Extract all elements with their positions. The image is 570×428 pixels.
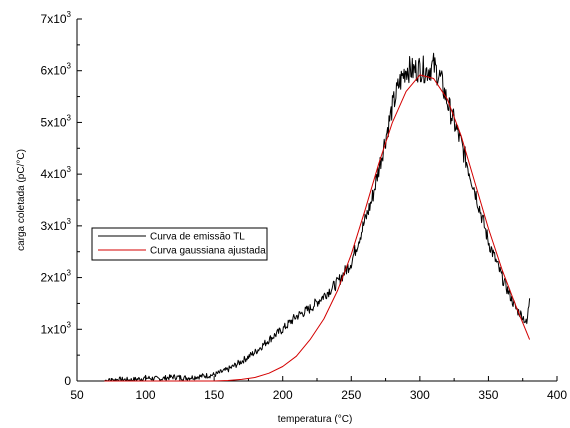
x-tick-label: 300 (410, 388, 430, 402)
y-tick-base: 4x10 (41, 167, 67, 181)
y-tick-base: 0 (64, 374, 71, 388)
y-tick-label: 1x103 (41, 320, 72, 336)
series-line-emission (104, 52, 531, 382)
x-axis-title: temperatura (°C) (278, 414, 353, 425)
x-tick-label: 200 (273, 388, 293, 402)
y-tick-label: 4x103 (41, 165, 72, 181)
y-tick-exponent: 3 (67, 165, 72, 174)
x-ticks: 50 100 150 200 250 300 350 400 (70, 376, 567, 402)
legend-box (91, 227, 268, 261)
x-tick-label: 50 (70, 388, 84, 402)
y-tick-label: 6x103 (41, 62, 72, 78)
y-axis-title: carga coletada (pC/°C) (16, 149, 27, 251)
y-tick-base: 5x10 (41, 115, 67, 129)
x-tick-label: 400 (547, 388, 567, 402)
y-tick-label: 2x103 (41, 269, 72, 285)
y-tick-label: 7x103 (41, 10, 72, 26)
y-tick-exponent: 3 (67, 217, 72, 226)
axes (76, 19, 557, 382)
y-tick-label: 3x103 (41, 217, 72, 233)
y-tick-exponent: 3 (67, 113, 72, 122)
y-tick-exponent: 3 (67, 320, 72, 329)
x-tick-label: 150 (204, 388, 224, 402)
y-tick-label: 0 (64, 374, 71, 388)
legend-label-gaussian: Curva gaussiana ajustada (150, 246, 266, 257)
y-tick-exponent: 3 (67, 269, 72, 278)
y-tick-base: 3x10 (41, 219, 67, 233)
y-tick-base: 1x10 (41, 322, 67, 336)
legend: Curva de emissão TL Curva gaussiana ajus… (91, 227, 268, 261)
series-layer (104, 52, 531, 382)
series-line-gaussian (104, 74, 531, 382)
y-tick-exponent: 3 (67, 62, 72, 71)
legend-label-emission: Curva de emissão TL (150, 232, 245, 243)
x-tick-label: 250 (341, 388, 361, 402)
y-tick-base: 2x10 (41, 271, 67, 285)
y-tick-label: 5x103 (41, 113, 72, 129)
y-tick-exponent: 3 (67, 10, 72, 19)
x-tick-label: 100 (136, 388, 156, 402)
x-tick-label: 350 (478, 388, 498, 402)
y-tick-base: 7x10 (41, 12, 67, 26)
y-tick-base: 6x10 (41, 64, 67, 78)
